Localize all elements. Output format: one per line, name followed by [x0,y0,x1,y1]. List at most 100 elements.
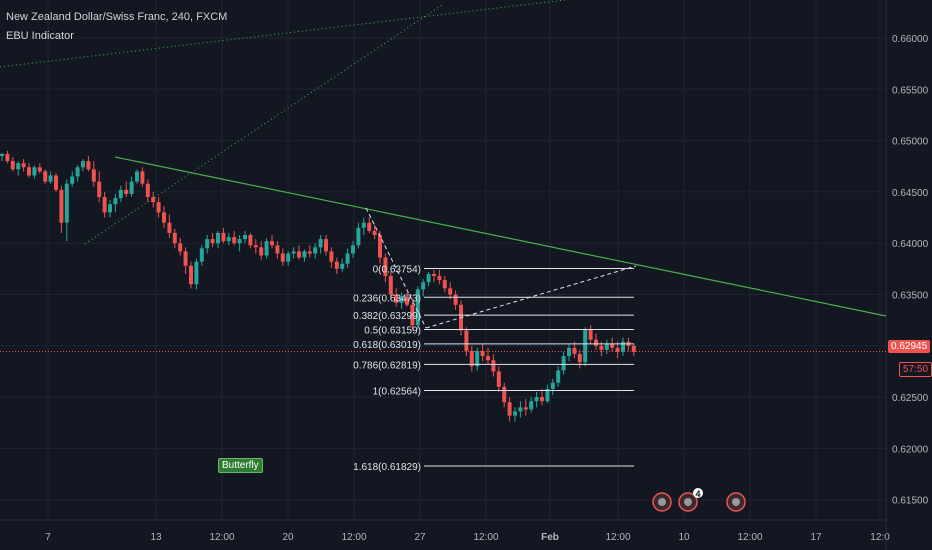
x-axis-tick-label: 12:00 [341,532,366,543]
candle-body [113,198,118,205]
candle-body [210,239,215,244]
candle-body [615,347,620,352]
y-axis-tick-label: 0.61500 [892,496,929,507]
candle-body [297,251,301,258]
event-badge [693,488,703,498]
candle-body [118,189,123,199]
pattern-label: Butterfly [218,458,263,473]
fib-level-label: 0.5(0.63159) [364,325,421,336]
y-axis-tick-label: 0.63500 [892,291,929,302]
candle-body [475,350,480,367]
x-axis-tick-label: 27 [414,532,426,543]
candle-body [27,167,31,176]
candle-body [518,407,523,412]
candle-body [594,339,598,346]
candle-body [588,329,593,340]
candle-body [172,232,177,244]
candle-body [356,227,361,246]
y-axis-tick-label: 0.62000 [892,444,929,455]
countdown-label: 57:50 [899,362,932,377]
candle-body [631,345,636,352]
candle-body [378,234,382,258]
candle-body [361,222,366,228]
candle-body [162,212,166,223]
x-axis-tick-label: 12:00 [737,532,762,543]
candle-body [610,343,615,348]
candle-body [194,261,199,285]
candle-body [502,386,507,403]
candle-body [329,251,334,262]
candle-body [426,273,431,283]
candle-body [561,356,566,371]
candle-body [340,263,345,269]
candle-body [70,176,75,184]
candle-body [394,294,399,303]
fib-level-label: 0.236(0.63473) [353,293,421,304]
candle-body [345,253,350,264]
candle-body [199,248,204,262]
candle-body [10,161,15,170]
candle-body [97,181,102,198]
candle-body [437,276,442,281]
candle-body [178,243,183,252]
candle-body [216,232,220,244]
candle-body [577,354,582,363]
candle-body [48,175,53,182]
x-axis-tick-label: Feb [541,532,559,543]
candle-body [189,265,193,285]
fib-level-label: 0.618(0.63019) [353,340,421,351]
candle-body [448,288,453,295]
fib-level-label: 0.382(0.63299) [353,311,421,322]
fib-level-label: 1(0.62564) [373,387,421,398]
candle-body [367,222,372,231]
candle-body [372,230,377,235]
indicator-name: EBU Indicator [6,30,74,42]
chart-symbol-title: New Zealand Dollar/Swiss Franc, 240, FXC… [6,11,228,23]
candle-body [37,167,42,172]
candle-body [226,237,231,242]
dotted-channel-line [0,0,566,68]
y-axis-tick-label: 0.65500 [892,85,929,96]
candle-body [469,350,474,367]
candle-body [59,189,64,223]
candle-body [572,347,577,355]
candle-body [399,296,404,303]
candle-body [318,239,323,248]
candle-body [81,161,85,168]
fib-diagonal [425,265,637,329]
x-axis-tick-label: 12:0 [870,532,890,543]
candle-body [232,237,237,244]
candle-body [534,397,539,402]
fib-level-label: 1.618(0.61829) [353,462,421,473]
candle-body [280,253,285,262]
candle-body [523,407,528,410]
candle-body [32,167,37,176]
candle-body [259,247,264,256]
candle-body [351,245,355,254]
candle-body [410,304,415,326]
candle-body [432,273,436,277]
candle-body [491,360,496,372]
candle-body [21,163,26,168]
candle-body [5,153,10,162]
candle-body [529,401,534,410]
y-axis-tick-label: 0.64500 [892,188,929,199]
candle-body [550,382,555,389]
candle-body [556,370,561,383]
candle-body [307,251,312,254]
candle-body [264,241,269,256]
candle-body [540,397,544,402]
candle-body [243,234,247,240]
candle-body [0,153,4,156]
candle-body [248,234,253,246]
candle-body [383,257,388,277]
candle-body [567,347,571,357]
candle-body [54,175,58,190]
candle-body [334,261,339,269]
candle-body [507,402,512,416]
x-axis-tick-label: 12:00 [473,532,498,543]
candle-body [453,294,458,305]
candle-body [86,161,91,170]
